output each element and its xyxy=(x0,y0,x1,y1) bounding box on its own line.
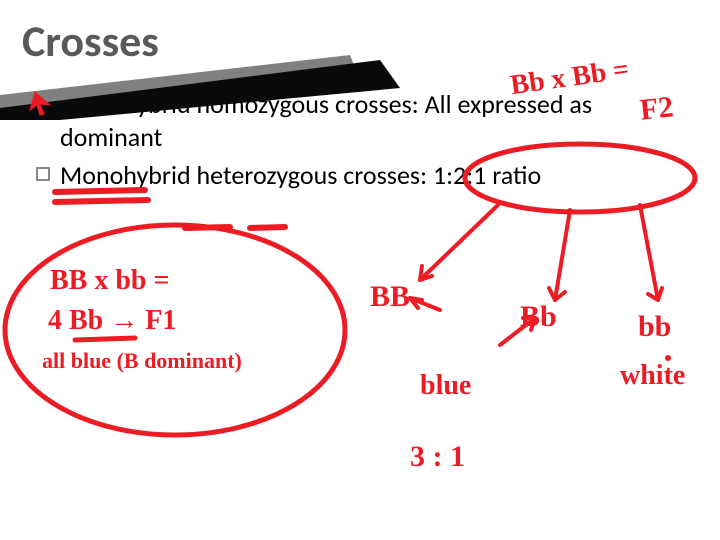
bullet-text: Monohybrid heterozygous crosses: 1:2:1 r… xyxy=(60,159,541,191)
annot-pheno-blue: blue xyxy=(420,370,471,402)
annot-left-line1: BB x bb = xyxy=(50,265,169,297)
annot-ratio: 3 : 1 xyxy=(410,440,465,474)
bullet-item: Monohybrid homozygous crosses: All expre… xyxy=(36,88,676,153)
bullet-text: Monohybrid homozygous crosses: All expre… xyxy=(60,88,592,153)
annot-geno-Bb: Bb xyxy=(520,300,557,334)
slide-title: Crosses xyxy=(22,14,159,68)
bullet-box-icon xyxy=(36,96,50,110)
annot-left-line2: 4 Bb → F1 xyxy=(48,305,176,337)
bullet-box-icon xyxy=(36,167,50,181)
bullet-item: Monohybrid heterozygous crosses: 1:2:1 r… xyxy=(36,159,676,192)
annot-geno-bb: bb xyxy=(638,310,671,344)
annot-pheno-white: white xyxy=(620,360,685,392)
annot-geno-BB: BB xyxy=(370,280,410,314)
slide-body: Monohybrid homozygous crosses: All expre… xyxy=(36,88,676,198)
annotation-layer xyxy=(0,0,720,540)
annot-left-line3: all blue (B dominant) xyxy=(42,348,242,374)
slide: Crosses Monohybrid homozygous crosses: A… xyxy=(0,0,720,540)
